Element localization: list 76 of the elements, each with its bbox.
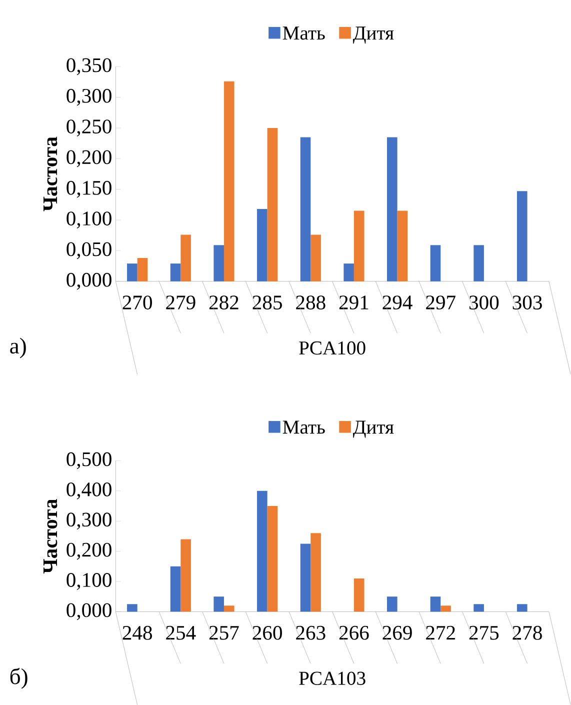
bar bbox=[300, 544, 311, 612]
y-tick-label: 0,300 bbox=[66, 88, 112, 106]
x-tick-label: 275 bbox=[470, 626, 499, 640]
text: б) bbox=[10, 668, 28, 689]
y-tick-label: 0,100 bbox=[66, 212, 112, 228]
bar bbox=[267, 128, 278, 282]
bar bbox=[127, 264, 138, 282]
bar bbox=[137, 258, 148, 282]
y-tick-label: 0,500 bbox=[66, 452, 112, 470]
bar bbox=[397, 210, 408, 282]
x-tick-label: 270 bbox=[122, 296, 152, 310]
bar bbox=[517, 604, 528, 612]
x-tick-label: 269 bbox=[382, 626, 412, 640]
y-tick-label: 0,300 bbox=[66, 512, 112, 530]
x-tick-label: 260 bbox=[252, 626, 282, 640]
legend-label: Мать bbox=[282, 420, 325, 434]
bar bbox=[214, 596, 224, 612]
bar bbox=[344, 264, 354, 282]
bar bbox=[354, 210, 364, 282]
x-tick-label: 288 bbox=[296, 296, 326, 310]
bar bbox=[257, 490, 268, 612]
x-tick-label: 279 bbox=[166, 296, 196, 310]
y-tick-label: 0,000 bbox=[66, 272, 112, 290]
y-tick-label: 0,200 bbox=[66, 542, 112, 560]
bar bbox=[257, 208, 268, 282]
bar bbox=[474, 245, 484, 282]
x-tick-label: 297 bbox=[426, 296, 456, 310]
bar bbox=[300, 137, 311, 282]
bar bbox=[387, 137, 398, 282]
bar bbox=[310, 533, 322, 612]
bar bbox=[474, 604, 484, 612]
bar bbox=[170, 264, 181, 282]
x-tick-label: 254 bbox=[166, 626, 196, 640]
x-tick-label: 300 bbox=[470, 296, 499, 310]
x-tick-label: 278 bbox=[512, 626, 542, 640]
legend-label: Дитя bbox=[353, 26, 394, 44]
x-tick-label: 257 bbox=[210, 626, 239, 640]
y-tick-label: 0,400 bbox=[66, 482, 112, 500]
x-axis-title: PCA100 bbox=[299, 341, 366, 355]
bar bbox=[170, 566, 181, 612]
y-tick-label: 0,200 bbox=[66, 150, 112, 168]
x-tick-label: 294 bbox=[382, 296, 413, 310]
bar bbox=[180, 539, 192, 612]
bar bbox=[214, 245, 224, 282]
text: а) bbox=[10, 338, 26, 358]
x-tick-label: 266 bbox=[340, 626, 369, 640]
y-axis-title: Частота bbox=[44, 136, 58, 212]
x-axis-title: PCA103 bbox=[299, 672, 366, 685]
bar bbox=[440, 606, 452, 612]
y-tick-label: 0,100 bbox=[66, 573, 112, 590]
x-tick-label: 282 bbox=[210, 296, 238, 310]
bar bbox=[310, 234, 322, 282]
x-tick-label: 303 bbox=[512, 296, 542, 310]
bar bbox=[127, 604, 138, 612]
bar bbox=[517, 191, 528, 282]
x-tick-label: 272 bbox=[426, 626, 456, 640]
bar bbox=[180, 234, 192, 282]
y-tick-label: 0,250 bbox=[66, 120, 112, 136]
y-tick-label: 0,350 bbox=[66, 58, 112, 76]
bar bbox=[267, 506, 278, 612]
bar bbox=[224, 81, 234, 282]
x-tick-label: 285 bbox=[252, 296, 282, 310]
bar bbox=[430, 596, 441, 612]
bar bbox=[387, 596, 398, 612]
bar bbox=[224, 606, 234, 612]
y-tick-label: 0,150 bbox=[66, 180, 112, 198]
x-tick-label: 291 bbox=[340, 296, 368, 310]
legend-label: Дитя bbox=[353, 420, 394, 438]
x-tick-label: 263 bbox=[296, 626, 326, 640]
bar bbox=[430, 245, 441, 282]
bar bbox=[354, 578, 364, 612]
y-tick-label: 0,050 bbox=[66, 242, 112, 260]
x-tick-label: 248 bbox=[122, 626, 152, 640]
y-axis-title: Частота bbox=[44, 499, 58, 574]
y-tick-label: 0,000 bbox=[66, 603, 112, 620]
legend-label: Мать bbox=[282, 26, 325, 40]
